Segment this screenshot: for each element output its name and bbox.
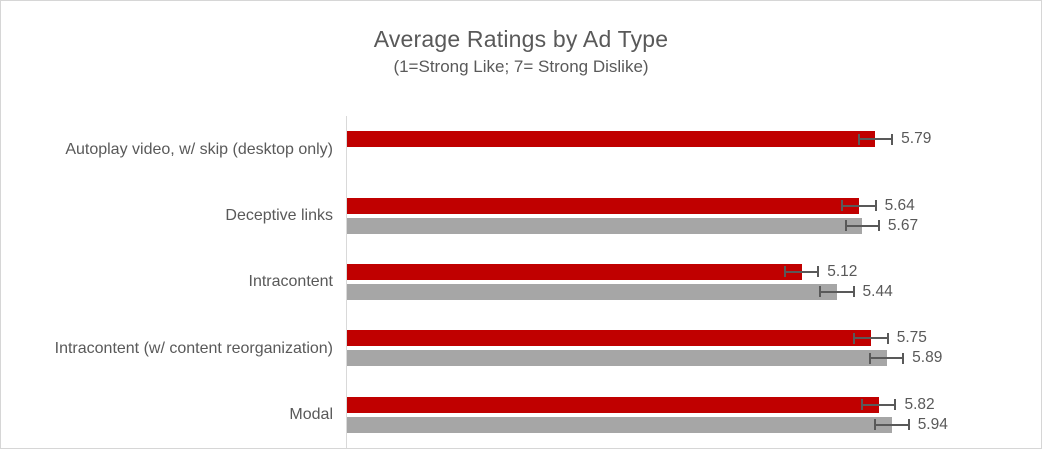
bars-cell: 5.82 5.94 bbox=[347, 382, 1009, 448]
bar-gray bbox=[347, 217, 863, 234]
error-bar bbox=[783, 266, 820, 278]
category-label: Intracontent bbox=[248, 273, 334, 291]
value-label: 5.75 bbox=[896, 329, 927, 347]
bars-cell: 5.64 5.67 bbox=[347, 182, 1009, 248]
bars-cell: 5.79 bbox=[347, 116, 1009, 182]
chart-title: Average Ratings by Ad Type bbox=[373, 26, 669, 52]
value-label: 5.12 bbox=[827, 262, 858, 280]
chart-row: Intracontent (w/ content reorganization)… bbox=[1, 315, 1009, 381]
value-label: 5.82 bbox=[904, 395, 935, 413]
error-bar bbox=[819, 286, 855, 298]
category-label: Intracontent (w/ content reorganization) bbox=[54, 339, 333, 357]
y-axis-line bbox=[346, 116, 347, 448]
chart-row: Modal 5.82 5.94 bbox=[1, 382, 1009, 448]
bar-red bbox=[347, 396, 879, 413]
value-label: 5.94 bbox=[917, 415, 948, 433]
bar-red bbox=[347, 263, 802, 280]
error-bar bbox=[868, 352, 905, 364]
value-label: 5.79 bbox=[901, 130, 932, 148]
bars-cell: 5.12 5.44 bbox=[347, 249, 1009, 315]
error-bar bbox=[844, 220, 880, 232]
bar-gray bbox=[347, 350, 887, 367]
value-label: 5.44 bbox=[862, 282, 893, 300]
bar-gray bbox=[347, 283, 837, 300]
bar-red bbox=[347, 197, 859, 214]
error-bar bbox=[874, 419, 910, 431]
chart-row: Intracontent 5.12 5.44 bbox=[1, 249, 1009, 315]
error-bar bbox=[841, 200, 877, 212]
value-label: 5.64 bbox=[884, 196, 915, 214]
chart-subtitle: (1=Strong Like; 7= Strong Dislike) bbox=[393, 57, 649, 76]
bar-red bbox=[347, 131, 876, 148]
chart-row: Autoplay video, w/ skip (desktop only) 5.… bbox=[1, 116, 1009, 182]
value-label: 5.89 bbox=[912, 349, 943, 367]
error-bar bbox=[857, 133, 894, 145]
error-bar bbox=[853, 332, 889, 344]
category-label: Deceptive links bbox=[225, 207, 333, 225]
error-bar bbox=[861, 399, 897, 411]
category-label: Modal bbox=[289, 406, 333, 424]
bar-gray bbox=[347, 416, 893, 433]
chart-rows: Autoplay video, w/ skip (desktop only) 5.… bbox=[1, 116, 1009, 448]
category-label: Autoplay video, w/ skip (desktop only) bbox=[65, 140, 333, 158]
value-label: 5.67 bbox=[887, 216, 919, 234]
bars-cell: 5.75 5.89 bbox=[347, 315, 1009, 381]
bar-red bbox=[347, 330, 872, 347]
chart-row: Deceptive links 5.64 5.67 bbox=[1, 182, 1009, 248]
